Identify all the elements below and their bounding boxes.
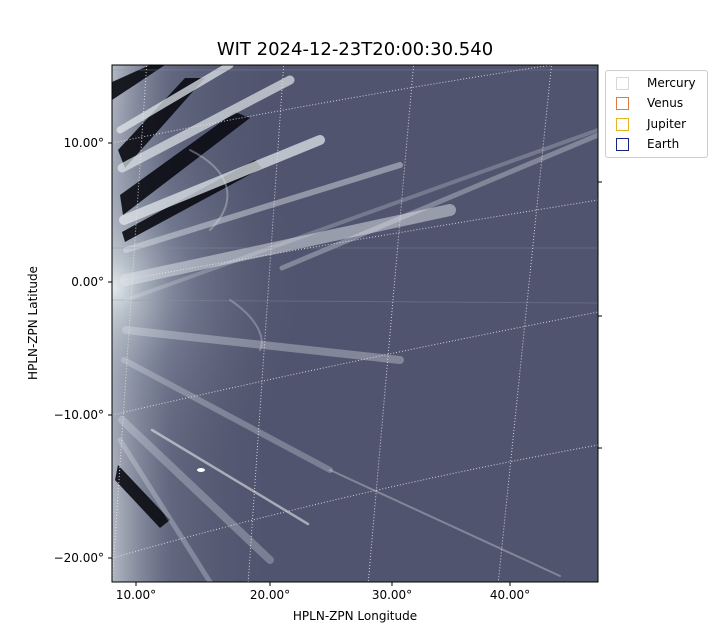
y-tick-label: −10.00° bbox=[53, 408, 104, 422]
legend-label: Jupiter bbox=[647, 117, 687, 131]
legend-label: Mercury bbox=[647, 76, 696, 90]
legend-swatch bbox=[616, 96, 629, 110]
x-axis-label: HPLN-ZPN Longitude bbox=[292, 609, 418, 623]
plot-frame bbox=[111, 64, 599, 583]
legend-item-venus: Venus bbox=[616, 95, 683, 111]
x-tick-label: 20.00° bbox=[249, 588, 291, 602]
legend-swatch bbox=[616, 76, 629, 90]
heliospheric-image bbox=[112, 65, 598, 582]
tick-marks bbox=[108, 142, 602, 586]
legend-label: Earth bbox=[647, 137, 680, 151]
bright-streamers bbox=[116, 65, 598, 582]
y-tick-label: 0.00° bbox=[71, 275, 104, 289]
x-tick-label: 10.00° bbox=[115, 588, 157, 602]
legend-item-jupiter: Jupiter bbox=[616, 116, 686, 132]
legend-item-mercury: Mercury bbox=[616, 75, 696, 91]
legend-swatch bbox=[616, 117, 629, 131]
legend-label: Venus bbox=[647, 96, 684, 110]
x-tick-label: 30.00° bbox=[371, 588, 413, 602]
y-tick-label: −20.00° bbox=[53, 551, 104, 565]
legend-item-earth: Earth bbox=[616, 136, 679, 152]
y-axis-label: HPLN-ZPN Latitude bbox=[26, 266, 40, 380]
figure-title: WIT 2024-12-23T20:00:30.540 bbox=[216, 39, 494, 60]
legend-swatch bbox=[616, 137, 629, 151]
x-tick-label: 40.00° bbox=[489, 588, 531, 602]
coordinate-grid bbox=[112, 65, 598, 582]
bright-object bbox=[197, 468, 205, 472]
y-tick-label: 10.00° bbox=[63, 136, 104, 150]
legend: Mercury Venus Jupiter Earth bbox=[605, 70, 708, 158]
